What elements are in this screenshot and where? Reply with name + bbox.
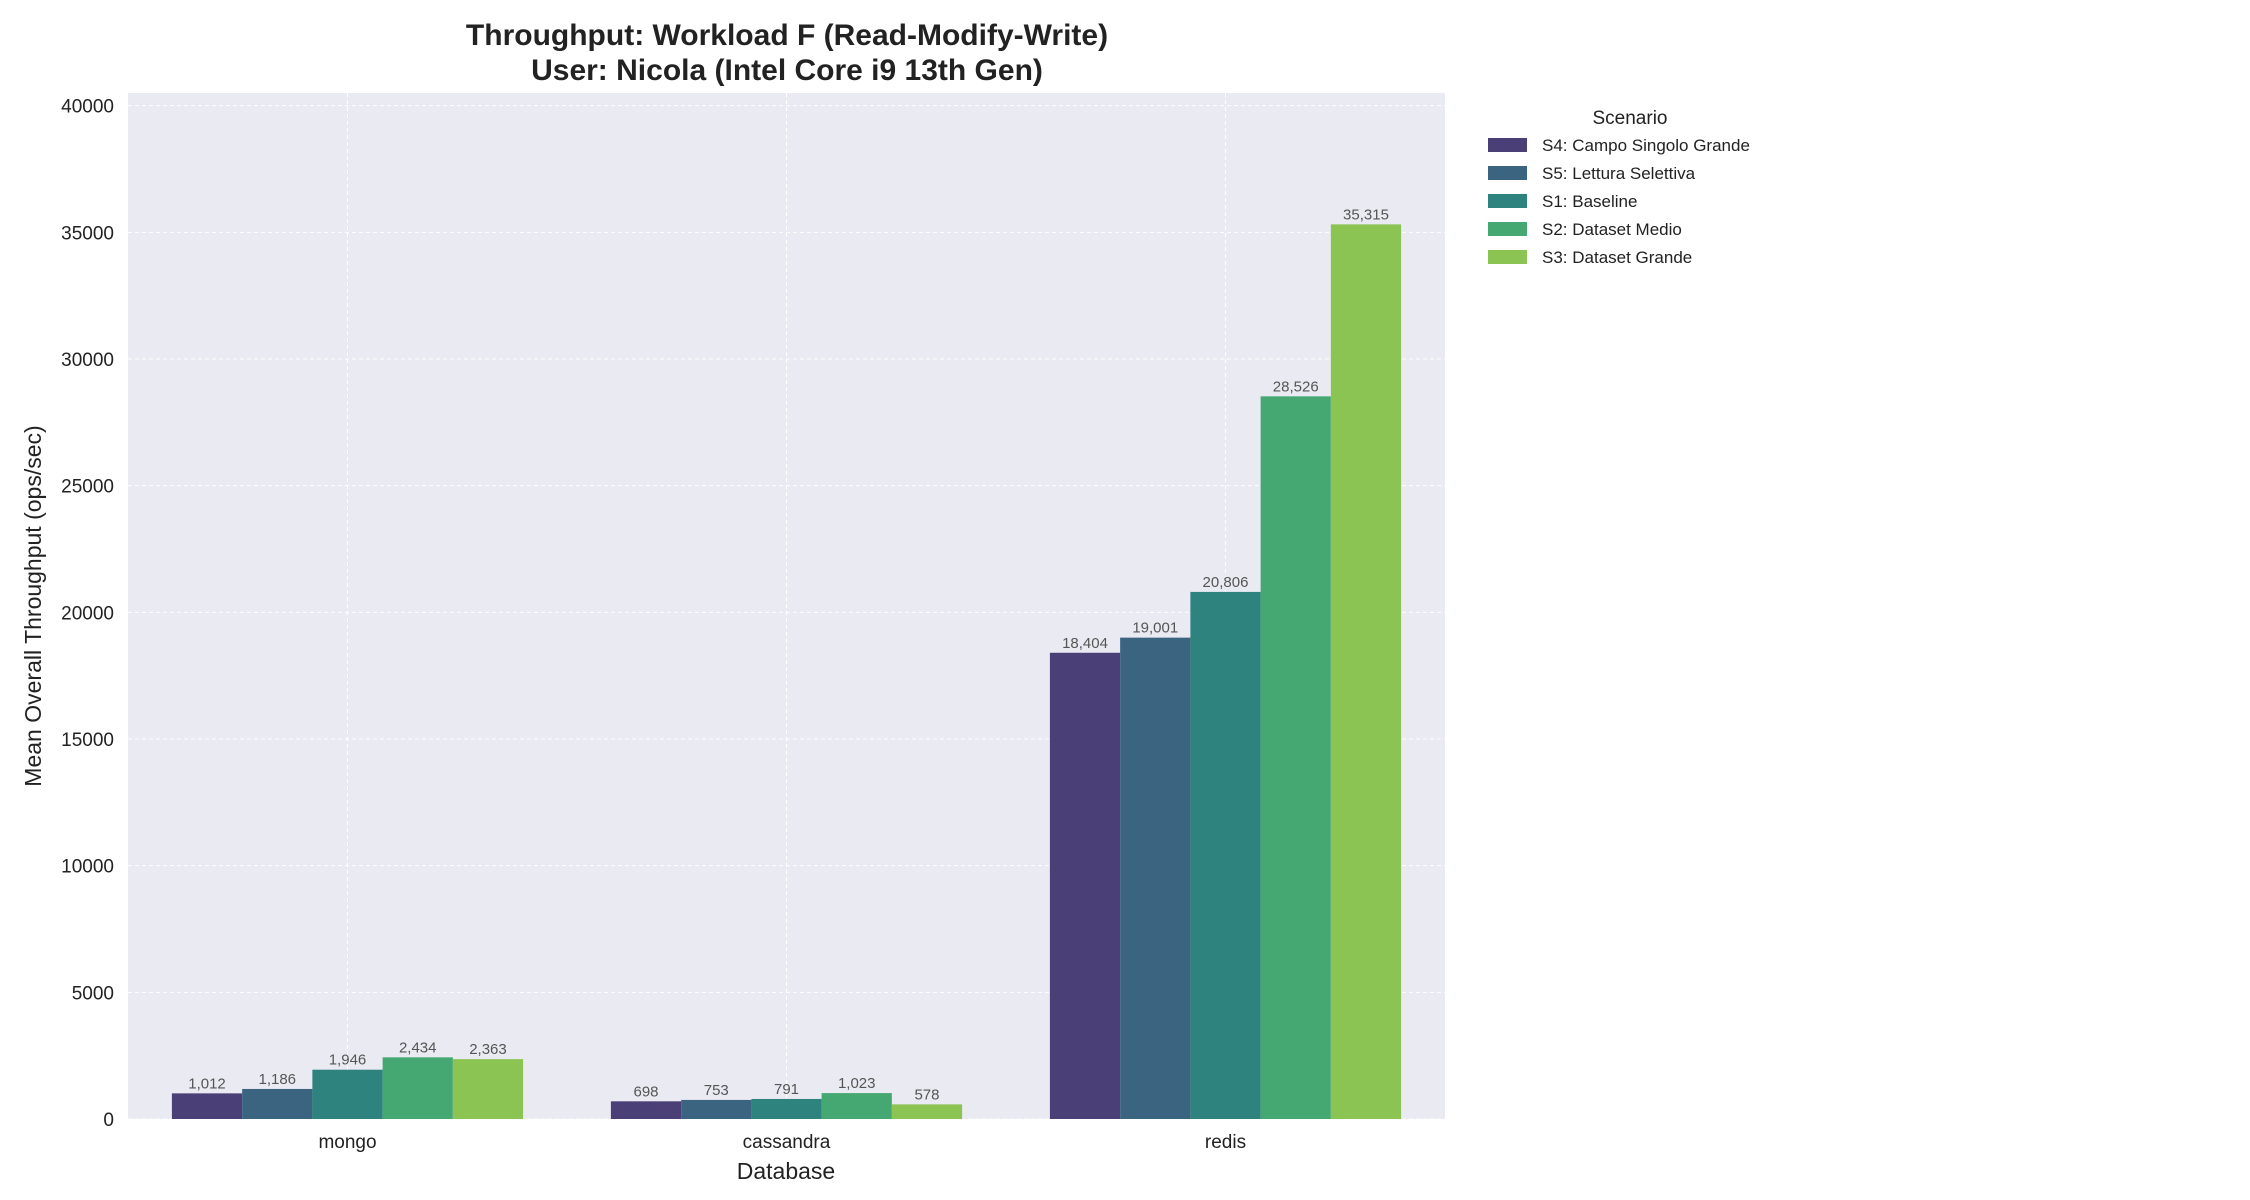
x-tick-label: mongo (318, 1132, 376, 1153)
y-tick-label: 25000 (61, 477, 114, 498)
y-tick-label: 5000 (72, 983, 114, 1004)
bar-value-label: 2,434 (399, 1039, 437, 1056)
bar (681, 1099, 752, 1119)
bar (610, 1101, 682, 1119)
bar-value-label: 753 (704, 1082, 729, 1099)
bar-value-labels: 1,012 698 18,404 1,186 753 19,001 1,946 791 20,8… (188, 206, 1389, 1103)
legend-entry: S5: Lettura Selettiva (1542, 164, 1696, 183)
bar-value-label: 28,526 (1273, 378, 1319, 395)
bar (452, 1059, 524, 1119)
legend: Scenario S4: Campo Singolo Grande S5: Let… (1488, 108, 1750, 267)
x-axis-label: Database (737, 1158, 835, 1184)
bar (821, 1093, 892, 1119)
bars (171, 224, 1402, 1120)
bar-value-label: 1,012 (188, 1075, 226, 1092)
x-axis-ticks: mongo cassandra redis (318, 1132, 1246, 1153)
chart-title-line1: Throughput: Workload F (Read-Modify-Writ… (466, 19, 1108, 52)
chart-title-line2: User: Nicola (Intel Core i9 13th Gen) (531, 54, 1043, 87)
y-tick-label: 10000 (61, 857, 114, 878)
bar (1049, 652, 1121, 1119)
bar (1190, 591, 1261, 1119)
bar (751, 1098, 822, 1119)
bar-value-label: 578 (914, 1086, 939, 1103)
y-tick-label: 35000 (61, 223, 114, 244)
bar (242, 1088, 313, 1119)
bar (312, 1069, 383, 1119)
bar (382, 1057, 453, 1119)
bar (1120, 637, 1191, 1119)
bar-value-label: 19,001 (1132, 620, 1178, 637)
legend-entry: S4: Campo Singolo Grande (1542, 136, 1750, 155)
bar-value-label: 1,186 (258, 1071, 296, 1088)
legend-swatch (1488, 250, 1527, 264)
bar (891, 1104, 963, 1119)
bar-value-label: 18,404 (1062, 635, 1108, 652)
bar-value-label: 791 (774, 1081, 799, 1098)
legend-title: Scenario (1593, 108, 1668, 129)
y-tick-label: 15000 (61, 730, 114, 751)
bar (171, 1093, 243, 1119)
y-tick-label: 30000 (61, 350, 114, 371)
bar-value-label: 2,363 (469, 1041, 507, 1058)
bar-value-label: 35,315 (1343, 206, 1389, 223)
legend-swatch (1488, 222, 1527, 236)
y-tick-label: 20000 (61, 603, 114, 624)
x-tick-label: cassandra (743, 1132, 831, 1153)
y-tick-label: 0 (103, 1110, 114, 1131)
bar (1260, 396, 1331, 1120)
bar-value-label: 1,023 (838, 1075, 876, 1092)
legend-entry: S1: Baseline (1542, 192, 1637, 211)
legend-entry: S3: Dataset Grande (1542, 248, 1692, 267)
y-tick-label: 40000 (61, 97, 114, 118)
bar-value-label: 698 (634, 1083, 659, 1100)
y-axis-label: Mean Overall Throughput (ops/sec) (20, 425, 46, 786)
y-axis-ticks: 0 5000 10000 15000 20000 25000 30000 35000 40000 (61, 97, 114, 1131)
legend-swatch (1488, 138, 1527, 152)
bar-value-label: 1,946 (329, 1052, 367, 1069)
x-tick-label: redis (1205, 1132, 1246, 1153)
legend-swatch (1488, 166, 1527, 180)
bar (1330, 224, 1402, 1119)
legend-entry: S2: Dataset Medio (1542, 220, 1682, 239)
bar-value-label: 20,806 (1203, 574, 1249, 591)
legend-swatch (1488, 194, 1527, 208)
